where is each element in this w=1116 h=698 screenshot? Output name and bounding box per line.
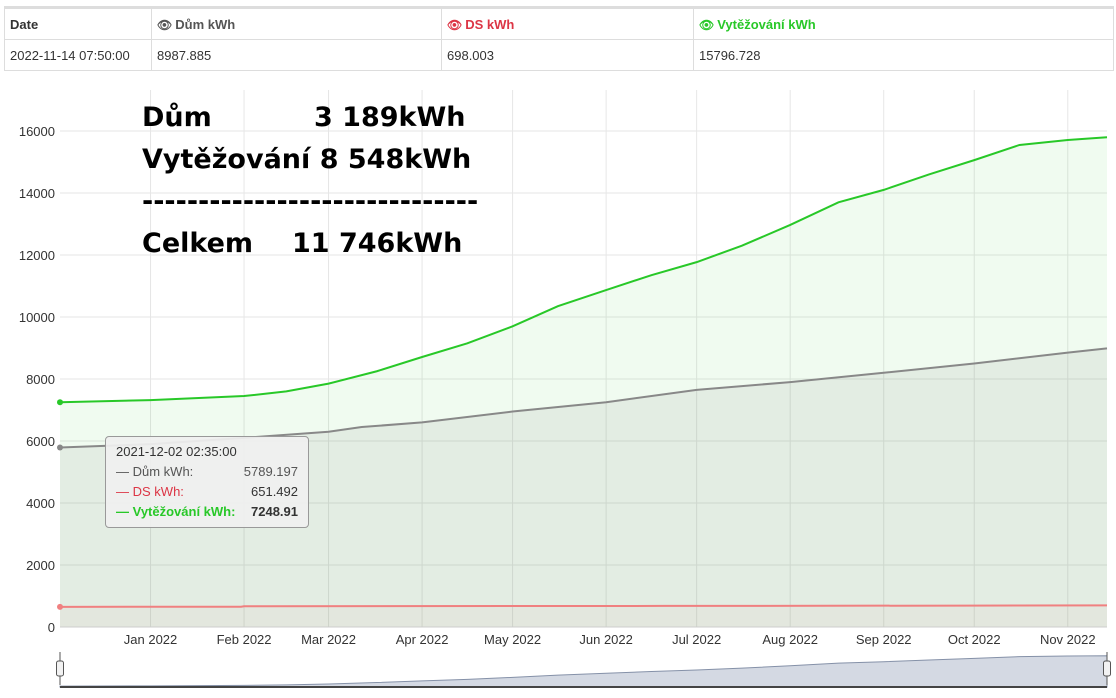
y-tick-label: 14000 <box>19 186 55 201</box>
x-tick-label: Oct 2022 <box>948 632 1001 647</box>
y-tick-label: 6000 <box>26 434 55 449</box>
x-tick-label: Nov 2022 <box>1040 632 1096 647</box>
plot-area <box>60 90 1107 627</box>
series-area <box>60 348 1107 627</box>
series-marker <box>57 603 63 610</box>
tooltip-row-ds: — DS kWh: 651.492 <box>116 484 298 499</box>
col-date[interactable]: Date <box>4 6 152 40</box>
x-tick-label: Mar 2022 <box>301 632 356 647</box>
cell-date: 2022-11-14 07:50:00 <box>4 39 152 71</box>
line-chart[interactable]: 0 2000 4000 6000 8000 10000 12000 14000 16000 Jan… <box>0 80 1116 698</box>
col-dum[interactable]: 👁 Dům kWh <box>151 6 442 40</box>
y-tick-label: 2000 <box>26 558 55 573</box>
y-tick-label: 12000 <box>19 248 55 263</box>
x-tick-label: Sep 2022 <box>856 632 912 647</box>
eye-icon[interactable]: 👁 <box>157 17 173 32</box>
tooltip: 2021-12-02 02:35:00 — Dům kWh: 5789.197 —… <box>105 436 309 528</box>
eye-icon[interactable]: 👁 <box>447 17 463 32</box>
annotation-line2: Vytěžování 8 548kWh <box>142 144 472 175</box>
cell-vytezovani: 15796.728 <box>693 39 1114 71</box>
series-marker <box>57 444 63 451</box>
x-tick-label: Jun 2022 <box>579 632 633 647</box>
col-vytezovani[interactable]: 👁 Vytěžování kWh <box>693 6 1114 40</box>
x-tick-label: Jul 2022 <box>672 632 721 647</box>
series-line <box>59 604 1108 608</box>
y-tick-label: 4000 <box>26 496 55 511</box>
x-tick-label: Feb 2022 <box>217 632 272 647</box>
eye-icon[interactable]: 👁 <box>699 17 715 32</box>
x-tick-label: May 2022 <box>484 632 541 647</box>
tooltip-row-vytezovani: — Vytěžování kWh: 7248.91 <box>116 504 298 519</box>
series-area <box>60 137 1107 627</box>
table-row: 2022-11-14 07:50:00 8987.885 698.003 157… <box>4 39 1114 71</box>
series-area <box>60 605 1107 627</box>
series-marker <box>57 399 63 406</box>
navigator-handle-left[interactable] <box>56 660 64 677</box>
y-tick-label: 10000 <box>19 310 55 325</box>
annotation-line1: Dům 3 189kWh <box>142 102 466 133</box>
navigator-series <box>59 655 1108 688</box>
navigator-handle-right[interactable] <box>1103 660 1111 677</box>
tooltip-date: 2021-12-02 02:35:00 <box>116 444 237 459</box>
x-tick-label: Jan 2022 <box>124 632 178 647</box>
x-tick-label: Aug 2022 <box>762 632 818 647</box>
annotation-line3: Celkem 11 746kWh <box>142 228 463 259</box>
x-tick-label: Apr 2022 <box>396 632 449 647</box>
y-tick-label: 0 <box>48 620 55 635</box>
series-line <box>59 136 1108 404</box>
cell-dum: 8987.885 <box>151 39 442 71</box>
data-table: Date 👁 Dům kWh 👁 DS kWh 👁 Vytěžování kWh 20… <box>4 6 1114 71</box>
cell-ds: 698.003 <box>441 39 694 71</box>
annotation-separator: ------------------------------ <box>142 186 479 217</box>
y-tick-label: 16000 <box>19 124 55 139</box>
y-tick-label: 8000 <box>26 372 55 387</box>
tooltip-row-dum: — Dům kWh: 5789.197 <box>116 464 298 479</box>
col-ds[interactable]: 👁 DS kWh <box>441 6 694 40</box>
